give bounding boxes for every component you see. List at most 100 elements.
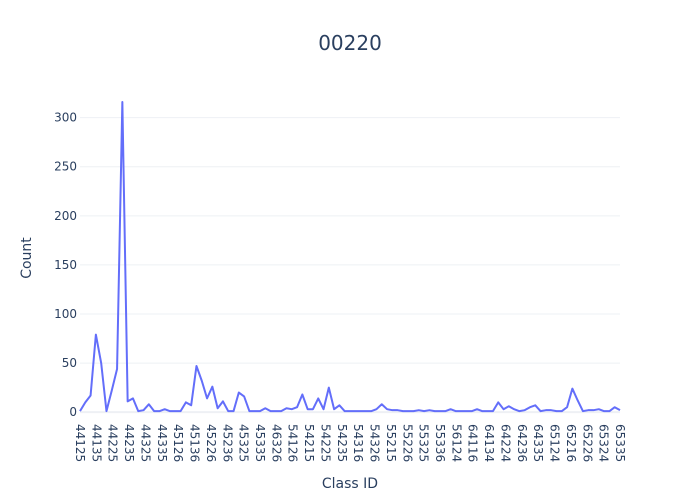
plot-area — [78, 99, 623, 414]
data-point — [157, 409, 162, 414]
data-point — [464, 409, 469, 414]
data-point — [406, 409, 411, 414]
data-point — [152, 409, 157, 414]
x-tick-label: 64224 — [498, 424, 512, 462]
data-point — [475, 407, 480, 412]
data-point — [342, 409, 347, 414]
data-point — [120, 99, 125, 104]
data-point — [289, 407, 294, 412]
data-point — [549, 408, 554, 413]
y-axis-ticks: 0 50 100 150 200 250 300 — [54, 111, 77, 419]
data-point — [242, 394, 247, 399]
data-point — [83, 400, 88, 405]
data-point — [268, 409, 273, 414]
data-point — [385, 407, 390, 412]
data-point — [109, 388, 114, 393]
data-point — [353, 409, 358, 414]
data-point — [93, 332, 98, 337]
x-tick-label: 44225 — [106, 424, 120, 462]
x-tick-label: 55325 — [417, 424, 431, 462]
data-point — [459, 409, 464, 414]
data-point — [522, 408, 527, 413]
data-point — [496, 400, 501, 405]
x-tick-label: 56124 — [449, 424, 463, 462]
data-point — [310, 407, 315, 412]
x-tick-label: 64116 — [466, 424, 480, 462]
x-tick-label: 65335 — [613, 424, 627, 462]
data-point — [512, 407, 517, 412]
data-point — [554, 409, 559, 414]
data-point — [173, 409, 178, 414]
data-point — [337, 403, 342, 408]
data-point — [580, 409, 585, 414]
x-tick-label: 45226 — [204, 424, 218, 462]
data-point — [99, 361, 104, 366]
data-point — [443, 409, 448, 414]
y-tick-label: 0 — [69, 405, 77, 419]
y-tick-label: 300 — [54, 111, 77, 125]
data-point — [194, 364, 199, 369]
data-point — [490, 409, 495, 414]
data-point — [559, 409, 564, 414]
data-point — [78, 409, 83, 414]
data-point — [453, 409, 458, 414]
data-point — [305, 407, 310, 412]
data-point — [115, 366, 120, 371]
x-tick-label: 54126 — [286, 424, 300, 462]
data-point — [416, 408, 421, 413]
data-point — [427, 408, 432, 413]
chart-title: 00220 — [318, 31, 382, 55]
data-point — [247, 409, 252, 414]
data-point — [528, 405, 533, 410]
data-point — [220, 399, 225, 404]
data-point — [316, 396, 321, 401]
y-tick-label: 100 — [54, 307, 77, 321]
x-tick-label: 54326 — [368, 424, 382, 462]
data-point — [618, 408, 623, 413]
data-point — [374, 407, 379, 412]
data-point — [258, 409, 263, 414]
data-point — [411, 409, 416, 414]
y-tick-label: 50 — [62, 356, 77, 370]
data-point — [279, 409, 284, 414]
x-tick-label: 54316 — [351, 424, 365, 462]
data-point — [390, 408, 395, 413]
data-point — [570, 386, 575, 391]
data-point — [104, 409, 109, 414]
data-point — [395, 408, 400, 413]
data-point — [400, 409, 405, 414]
x-tick-label: 45126 — [171, 424, 185, 462]
data-point — [607, 409, 612, 414]
data-point — [591, 408, 596, 413]
data-point — [162, 407, 167, 412]
data-point — [363, 409, 368, 414]
x-tick-label: 46326 — [269, 424, 283, 462]
data-point — [210, 384, 215, 389]
x-tick-label: 44335 — [155, 424, 169, 462]
x-tick-label: 45325 — [237, 424, 251, 462]
data-point — [136, 409, 141, 414]
x-tick-label: 44235 — [122, 424, 136, 462]
data-point — [517, 409, 522, 414]
y-tick-label: 200 — [54, 209, 77, 223]
data-point — [501, 407, 506, 412]
data-point — [189, 403, 194, 408]
x-tick-label: 54215 — [302, 424, 316, 462]
data-point — [273, 409, 278, 414]
data-point — [506, 404, 511, 409]
data-point — [141, 408, 146, 413]
data-point — [300, 392, 305, 397]
data-point — [321, 407, 326, 412]
x-tick-label: 45136 — [188, 424, 202, 462]
x-tick-label: 44325 — [138, 424, 152, 462]
x-tick-label: 55226 — [400, 424, 414, 462]
data-point — [480, 409, 485, 414]
data-point — [326, 385, 331, 390]
data-point — [596, 407, 601, 412]
data-point — [125, 399, 130, 404]
data-point — [226, 409, 231, 414]
data-point — [538, 409, 543, 414]
data-point — [422, 409, 427, 414]
data-point — [146, 402, 151, 407]
